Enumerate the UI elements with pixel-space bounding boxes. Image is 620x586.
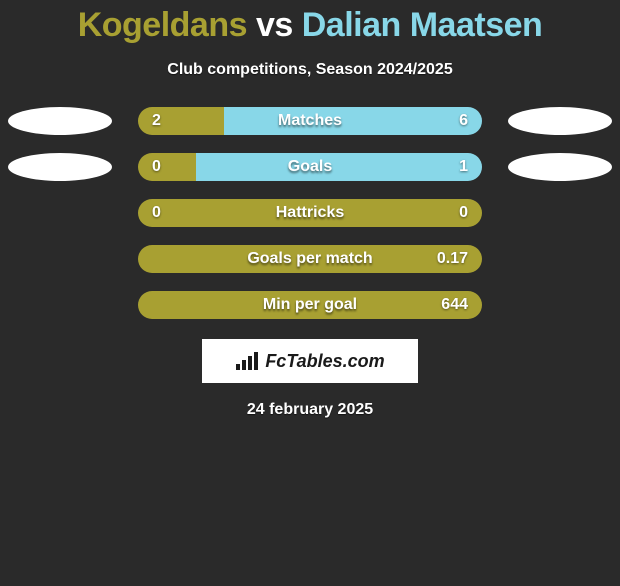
left-segment — [138, 107, 224, 135]
left-value: 0 — [152, 199, 161, 227]
stat-bar: 26Matches — [138, 107, 482, 135]
right-marker — [508, 153, 612, 181]
left-segment — [138, 199, 482, 227]
right-value: 0 — [459, 199, 468, 227]
page-title: Kogeldans vs Dalian Maatsen — [0, 6, 620, 45]
stat-bar: 0.17Goals per match — [138, 245, 482, 273]
left-marker — [8, 153, 112, 181]
left-value: 0 — [152, 153, 161, 181]
stat-bar: 01Goals — [138, 153, 482, 181]
left-segment — [138, 245, 482, 273]
comparison-rows: 26Matches01Goals00Hattricks0.17Goals per… — [0, 107, 620, 319]
logo-box: FcTables.com — [202, 339, 418, 383]
stat-row: 0.17Goals per match — [0, 245, 620, 273]
right-segment — [196, 153, 482, 181]
player1-name: Kogeldans — [78, 6, 247, 44]
left-segment — [138, 153, 196, 181]
left-segment — [138, 291, 482, 319]
left-marker — [8, 107, 112, 135]
player2-name: Dalian Maatsen — [302, 6, 543, 44]
right-segment — [224, 107, 482, 135]
bars-icon — [235, 351, 261, 371]
logo-text: FcTables.com — [265, 351, 384, 372]
stat-bar: 00Hattricks — [138, 199, 482, 227]
right-value: 644 — [441, 291, 468, 319]
left-value: 2 — [152, 107, 161, 135]
right-value: 1 — [459, 153, 468, 181]
footer-date: 24 february 2025 — [0, 401, 620, 419]
stat-row: 26Matches — [0, 107, 620, 135]
stat-row: 00Hattricks — [0, 199, 620, 227]
right-marker — [508, 107, 612, 135]
right-value: 0.17 — [437, 245, 468, 273]
stat-row: 01Goals — [0, 153, 620, 181]
vs-text: vs — [256, 6, 293, 44]
subtitle: Club competitions, Season 2024/2025 — [0, 61, 620, 79]
stat-row: 644Min per goal — [0, 291, 620, 319]
right-value: 6 — [459, 107, 468, 135]
stat-bar: 644Min per goal — [138, 291, 482, 319]
